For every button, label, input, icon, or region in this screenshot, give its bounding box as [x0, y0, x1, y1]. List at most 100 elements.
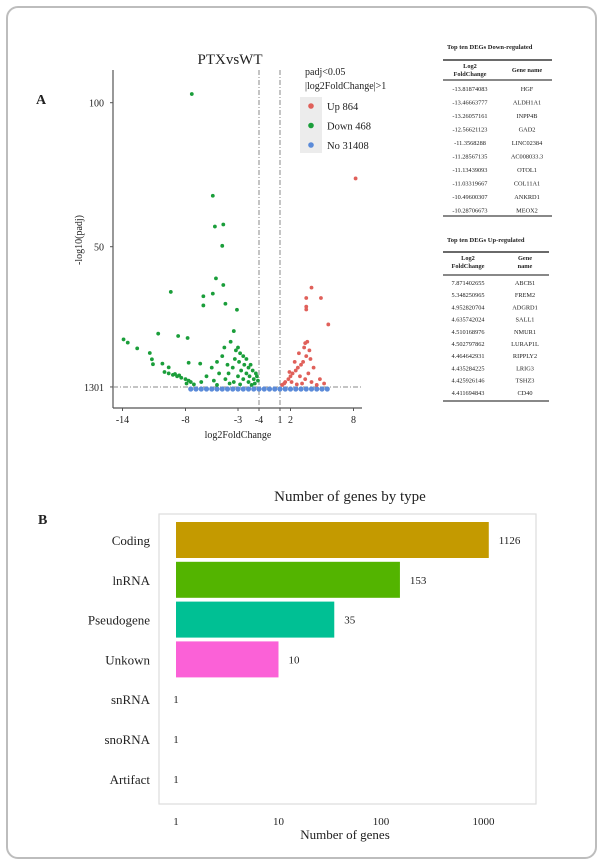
no-point	[293, 386, 299, 392]
table-cell-gene: LRIG3	[516, 365, 534, 372]
legend-up-marker	[308, 103, 314, 109]
down-point	[150, 357, 154, 362]
up-point	[287, 370, 292, 374]
table-cell-gene: ALDH1A1	[513, 100, 541, 107]
down-point	[244, 357, 249, 361]
legend-down-label: Down 468	[327, 122, 371, 133]
down-point	[220, 354, 225, 359]
down-point	[189, 92, 194, 96]
down-point	[201, 294, 206, 299]
no-point	[261, 386, 267, 392]
table-down: Top ten DEGs Down-regulated Log2FoldChang…	[443, 44, 552, 217]
x-tick-label: 10	[273, 816, 285, 828]
value-label: 1	[173, 774, 179, 786]
table-cell-log2fc: -13.46663777	[452, 100, 487, 107]
down-point	[241, 354, 246, 359]
up-point	[297, 351, 301, 356]
table-cell-gene: MEOX2	[516, 208, 538, 215]
table-cell-gene: CD40	[517, 390, 532, 397]
up-point	[303, 377, 308, 382]
down-point	[183, 377, 188, 382]
down-point	[234, 348, 238, 353]
value-label: 10	[289, 654, 301, 666]
up-point	[326, 322, 331, 327]
up-point	[293, 368, 298, 373]
down-point	[239, 368, 244, 373]
table-cell-log2fc: 4.411694843	[452, 390, 485, 397]
no-point	[256, 386, 262, 392]
category-label: lnRNA	[112, 573, 150, 588]
no-point	[266, 386, 273, 392]
down-point	[213, 224, 217, 229]
x-tick-label: 1000	[473, 816, 496, 828]
value-label: 35	[344, 615, 356, 627]
legend-title-1: padj<0.05	[305, 67, 345, 78]
x-axis-title: Number of genes	[300, 827, 390, 842]
up-point	[288, 374, 293, 379]
up-point	[319, 296, 323, 300]
x-tick-label: -8	[181, 415, 189, 426]
table-header: Log2	[461, 255, 475, 262]
down-point	[225, 362, 230, 367]
panel-label-a: A	[36, 93, 47, 108]
down-point	[255, 374, 259, 379]
bar-chart: Number of genes by type Coding 1126 lnRNA 15…	[88, 489, 537, 842]
y-axis-title: -log10(padj)	[74, 215, 85, 265]
down-point	[211, 378, 216, 383]
no-point	[282, 386, 288, 392]
no-point	[314, 386, 320, 392]
up-point	[290, 371, 295, 376]
down-point	[238, 351, 243, 356]
table-header: FoldChange	[452, 263, 485, 270]
no-point	[230, 386, 236, 392]
up-point	[303, 341, 308, 346]
no-point	[319, 386, 325, 392]
category-label: Pseudogene	[88, 613, 150, 628]
panel-label-b: B	[38, 513, 47, 528]
down-point	[210, 291, 215, 296]
category-label: Coding	[112, 533, 151, 548]
down-point	[201, 303, 206, 308]
down-point	[236, 374, 240, 379]
up-point	[304, 354, 309, 359]
down-point	[173, 372, 177, 376]
up-point	[294, 382, 299, 387]
table-cell-gene: HGF	[521, 86, 534, 93]
legend-up-label: Up 864	[327, 102, 359, 113]
x-tick-label: 2	[288, 415, 293, 426]
up-point	[308, 357, 313, 361]
down-point	[220, 243, 225, 248]
down-point	[215, 383, 219, 387]
down-point	[125, 340, 130, 345]
up-point	[304, 296, 309, 300]
down-point	[223, 301, 228, 306]
up-point	[318, 377, 322, 382]
up-point	[353, 176, 358, 181]
down-point	[210, 193, 215, 198]
table-cell-log2fc: -12.56621123	[453, 127, 488, 134]
table-cell-log2fc: 7.871402655	[451, 280, 484, 287]
no-point	[303, 386, 309, 392]
category-label: Artifact	[110, 772, 151, 787]
table-title: Top ten DEGs Down-regulated	[447, 44, 533, 51]
table-cell-gene: ABCB1	[515, 280, 535, 287]
no-point	[203, 386, 210, 392]
down-point	[166, 371, 171, 376]
series-no	[188, 386, 330, 392]
legend: padj<0.05 |log2FoldChange|>1 Up 864 Down 46…	[300, 67, 386, 153]
x-tick-label: -3	[234, 415, 242, 426]
table-cell-gene: TSHZ3	[516, 378, 535, 385]
down-point	[192, 382, 196, 387]
x-axis-title: log2FoldChange	[205, 430, 272, 441]
up-point	[309, 380, 314, 384]
down-point	[238, 382, 243, 387]
down-point	[156, 331, 161, 336]
bar-lnrna	[176, 561, 400, 598]
up-point	[292, 360, 297, 364]
down-point	[252, 381, 257, 386]
down-point	[186, 360, 191, 365]
down-point	[135, 346, 140, 351]
no-point	[240, 386, 246, 392]
down-point	[221, 283, 226, 287]
